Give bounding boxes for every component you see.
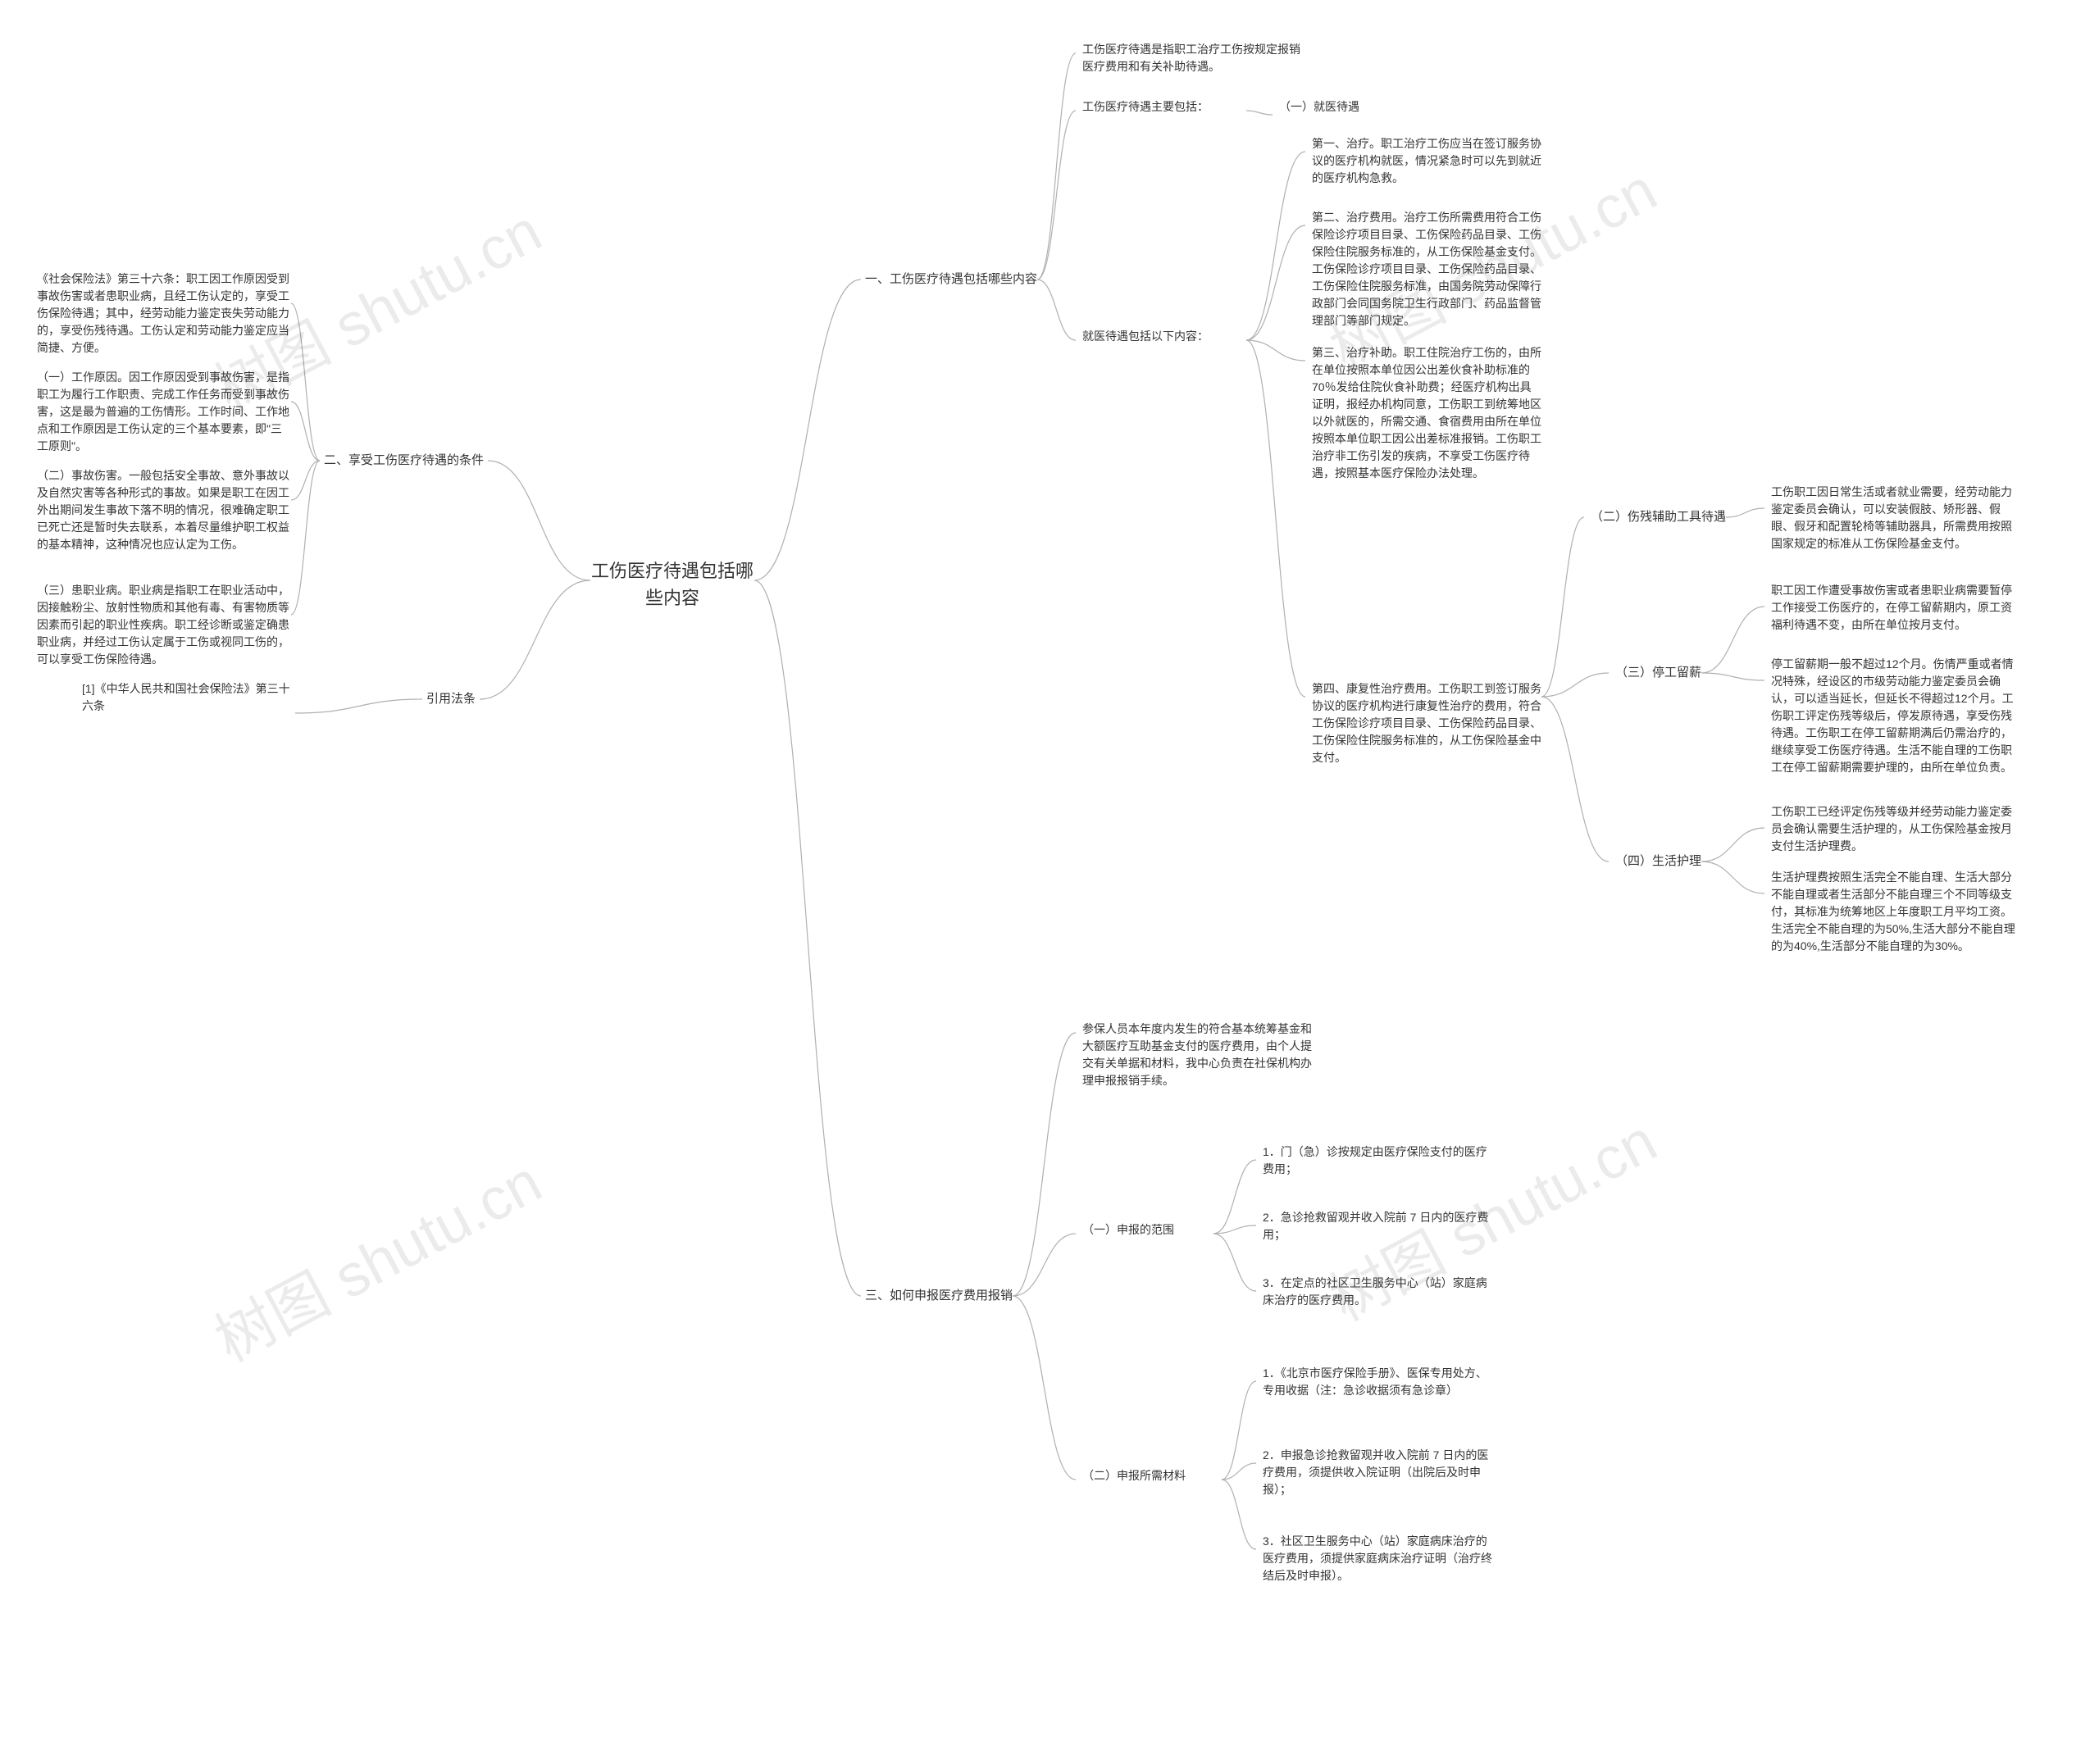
sub-0-2-2: 第三、治疗补助。职工住院治疗工伤的，由所在单位按照本单位因公出差伙食补助标准的7… [1312,344,1541,482]
left-branch-1: 引用法条 [426,690,476,709]
right-child-0-0: 工伤医疗待遇是指职工治疗工伤按规定报销医疗费用和有关补助待遇。 [1082,41,1304,75]
left-leaf-1-0: [1]《中华人民共和国社会保险法》第三十六条 [82,680,295,715]
right-child-1-2: （二）申报所需材料 [1082,1467,1222,1484]
root-node: 工伤医疗待遇包括哪些内容 [590,557,754,611]
right-branch-1: 三、如何申报医疗费用报销 [865,1287,1013,1306]
sub-1-2-2: 3．社区卫生服务中心（站）家庭病床治疗的医疗费用，须提供家庭病床治疗证明（治疗终… [1263,1533,1492,1584]
right-child-0-1: 工伤医疗待遇主要包括： [1082,98,1246,116]
left-leaf-0-0: 《社会保险法》第三十六条：职工因工作原因受到事故伤害或者患职业病，且经工伤认定的… [37,271,291,357]
sub-1-1-0: 1．门（急）诊按规定由医疗保险支付的医疗费用； [1263,1143,1492,1178]
left-leaf-0-2: （二）事故伤害。一般包括安全事故、意外事故以及自然灾害等各种形式的事故。如果是职… [37,467,291,553]
right-child-1-0: 参保人员本年度内发生的符合基本统筹基金和大额医疗互助基金支付的医疗费用，由个人提… [1082,1021,1312,1089]
sub-0-2-1: 第二、治疗费用。治疗工伤所需费用符合工伤保险诊疗项目目录、工伤保险药品目录、工伤… [1312,209,1541,330]
ss-label-2: （四）生活护理 [1615,852,1701,871]
left-branch-0: 二、享受工伤医疗待遇的条件 [324,452,484,471]
left-leaf-0-1: （一）工作原因。因工作原因受到事故伤害，是指职工为履行工作职责、完成工作任务而受… [37,369,291,455]
sub-1-2-1: 2．申报急诊抢救留观并收入院前 7 日内的医疗费用，须提供收入院证明（出院后及时… [1263,1447,1492,1498]
sub-0-2-3: 第四、康复性治疗费用。工伤职工到签订服务协议的医疗机构进行康复性治疗的费用，符合… [1312,680,1541,766]
sub-1-2-0: 1．《北京市医疗保险手册》、医保专用处方、专用收据（注：急诊收据须有急诊章） [1263,1365,1492,1399]
right-branch-0: 一、工伤医疗待遇包括哪些内容 [865,271,1037,289]
right-child-1-1: （一）申报的范围 [1082,1221,1213,1239]
left-leaf-0-3: （三）患职业病。职业病是指职工在职业活动中，因接触粉尘、放射性物质和其他有毒、有… [37,582,291,668]
sub-1-1-2: 3．在定点的社区卫生服务中心（站）家庭病床治疗的医疗费用。 [1263,1275,1492,1309]
ss-label-1: （三）停工留薪 [1615,664,1701,683]
ss-leaf-1-0: 职工因工作遭受事故伤害或者患职业病需要暂停工作接受工伤医疗的，在停工留薪期内，原… [1771,582,2017,634]
ss-label-0: （二）伤残辅助工具待遇 [1591,508,1726,527]
ss-leaf-0-0: 工伤职工因日常生活或者就业需要，经劳动能力鉴定委员会确认，可以安装假肢、矫形器、… [1771,484,2017,552]
right-child-0-2: 就医待遇包括以下内容： [1082,328,1246,345]
ss-leaf-2-1: 生活护理费按照生活完全不能自理、生活大部分不能自理或者生活部分不能自理三个不同等… [1771,869,2017,955]
sub-0-1-0: （一）就医待遇 [1279,98,1394,116]
watermark: 树图 shutu.cn [198,1134,553,1378]
ss-leaf-1-1: 停工留薪期一般不超过12个月。伤情严重或者情况特殊，经设区的市级劳动能力鉴定委员… [1771,656,2017,776]
sub-1-1-1: 2．急诊抢救留观并收入院前 7 日内的医疗费用； [1263,1209,1492,1243]
ss-leaf-2-0: 工伤职工已经评定伤残等级并经劳动能力鉴定委员会确认需要生活护理的，从工伤保险基金… [1771,803,2017,855]
sub-0-2-0: 第一、治疗。职工治疗工伤应当在签订服务协议的医疗机构就医，情况紧急时可以先到就近… [1312,135,1541,187]
